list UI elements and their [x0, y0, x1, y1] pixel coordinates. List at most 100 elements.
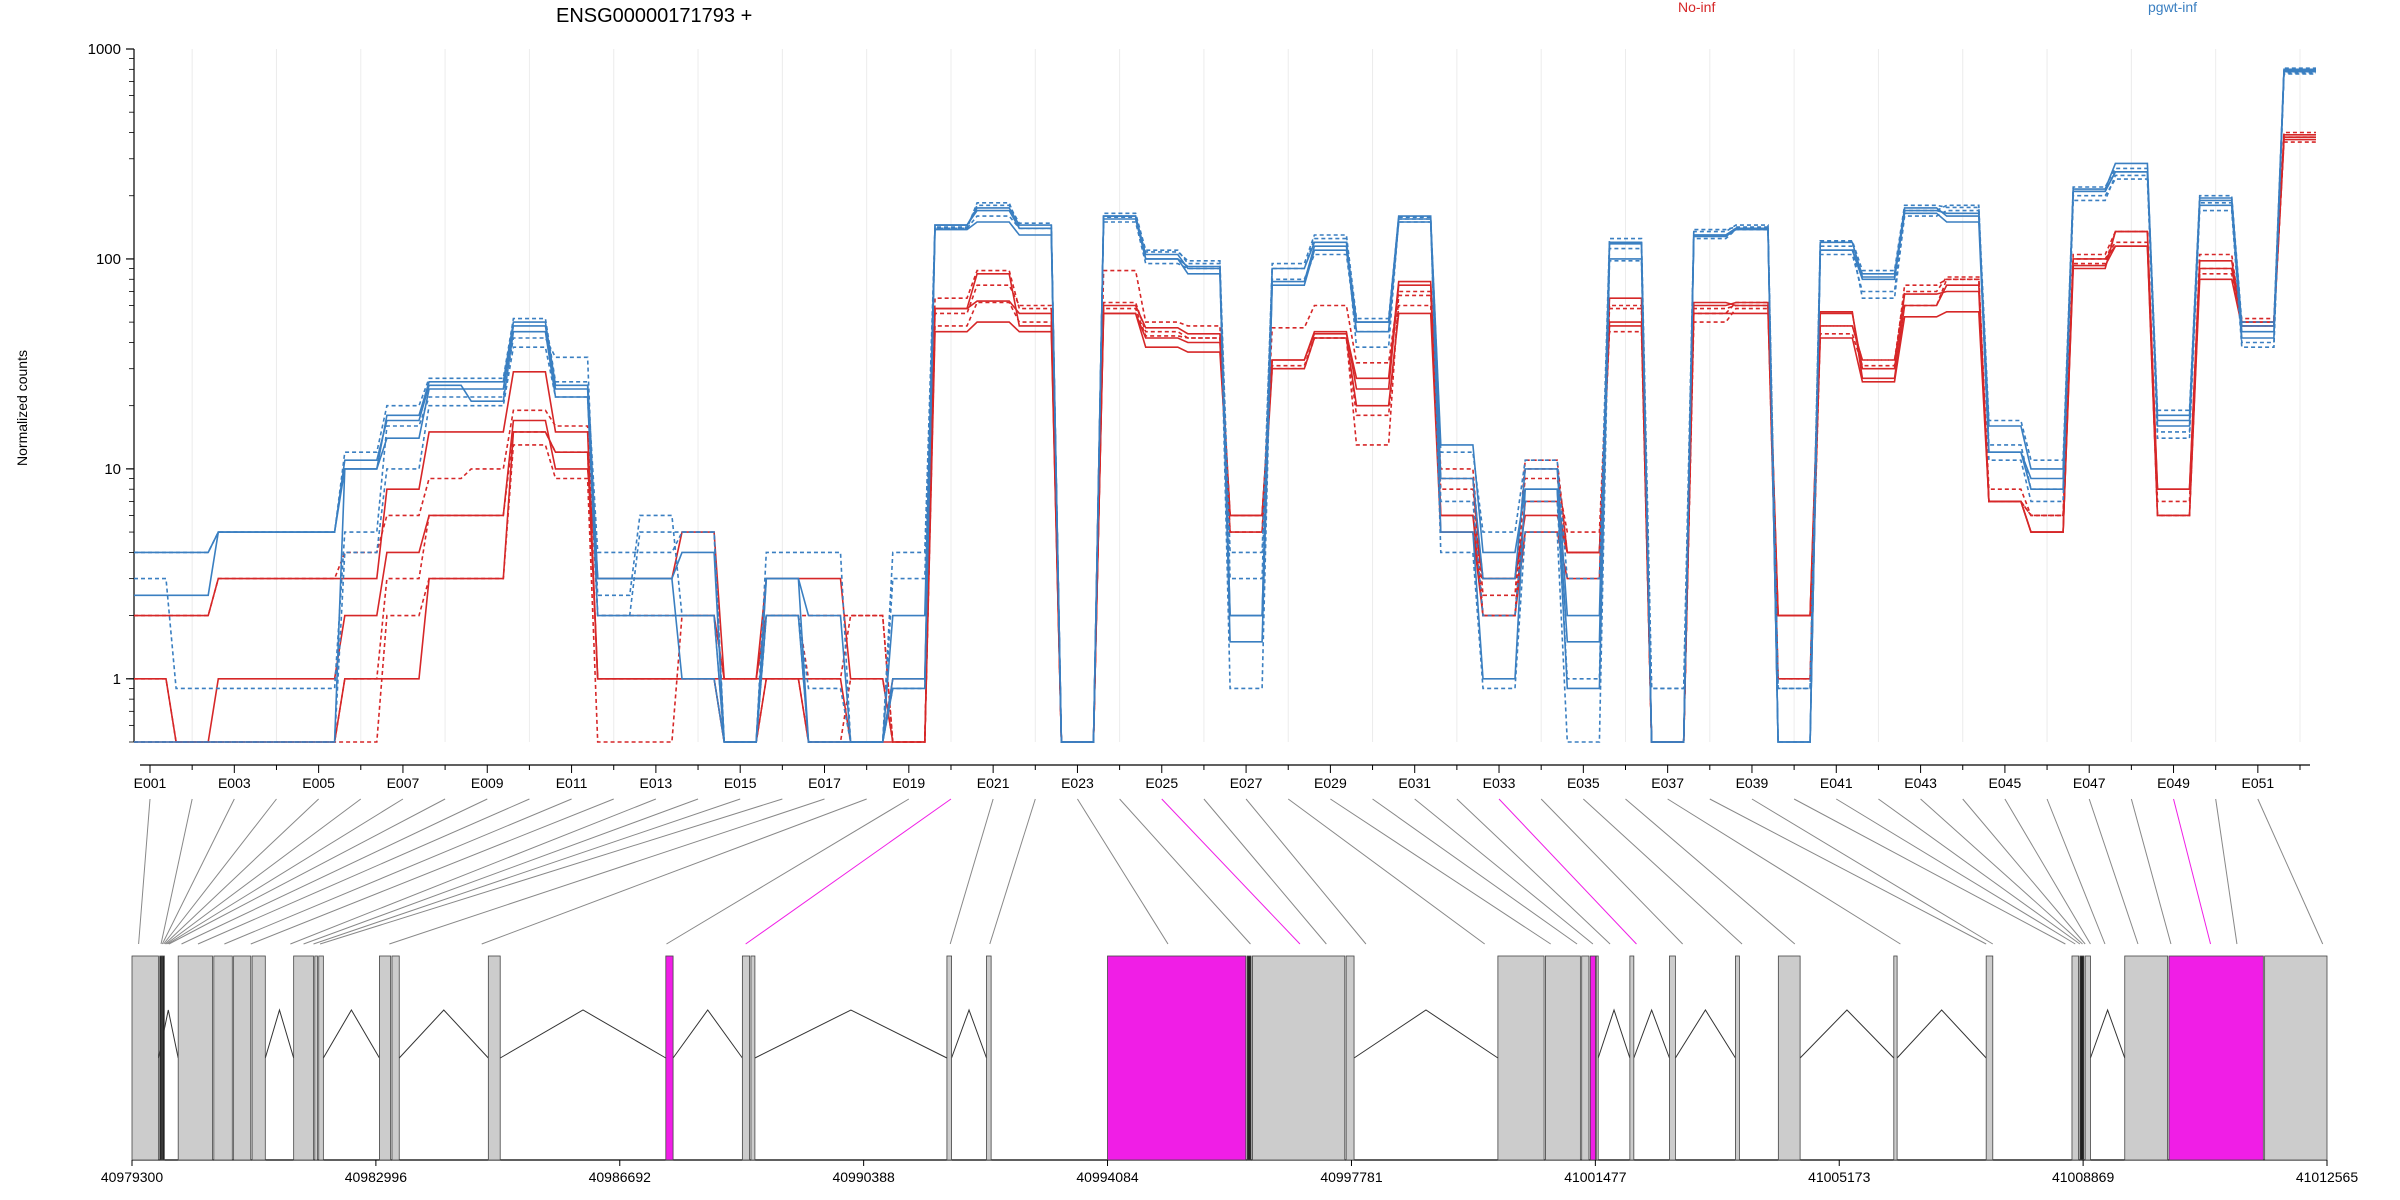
exon-connector: [197, 798, 530, 945]
exon-block: [665, 955, 674, 1161]
exon-connector: [1119, 798, 1251, 945]
series-lines: [134, 67, 2316, 743]
exon-block: [161, 955, 165, 1161]
exon-tick-label: E037: [1651, 775, 1684, 791]
exon-block: [1735, 955, 1740, 1161]
exon-block: [1589, 955, 1596, 1161]
exon-tick-label: E031: [1398, 775, 1431, 791]
exon-connector: [1878, 798, 2081, 945]
exon-connector: [1962, 798, 2086, 945]
exon-tick-label: E045: [1989, 775, 2022, 791]
exon-tick-label: E017: [808, 775, 841, 791]
exon-connector: [161, 798, 235, 945]
intron-line: [1353, 1009, 1499, 1059]
exon-block: [487, 955, 501, 1161]
exon-connector: [1498, 798, 1637, 945]
exon-block: [2168, 955, 2264, 1161]
intron-line: [499, 1009, 667, 1059]
exon-connector: [160, 798, 193, 945]
exon-block: [750, 955, 756, 1161]
y-tick-label: 100: [96, 251, 121, 268]
exon-connector: [1414, 798, 1594, 945]
exon-connector: [2004, 798, 2091, 945]
exon-block: [177, 955, 213, 1161]
exon-block: [986, 955, 992, 1161]
exon-connector: [224, 798, 572, 945]
exon-tick-label: E007: [387, 775, 420, 791]
exon-connector: [1372, 798, 1578, 945]
exon-connector: [167, 798, 404, 945]
exon-tick-label: E005: [302, 775, 335, 791]
exon-tick-label: E027: [1230, 775, 1263, 791]
exon-block: [1252, 955, 1346, 1161]
series-line-11: [134, 67, 2316, 743]
genomic-tick-label: 40997781: [1320, 1169, 1383, 1185]
exon-tick-label: E041: [1820, 775, 1853, 791]
exon-connector: [1540, 798, 1684, 945]
exon-connector: [1203, 798, 1327, 945]
exon-connector: [1667, 798, 1901, 945]
exon-block: [1497, 955, 1545, 1161]
exon-connector: [2046, 798, 2106, 945]
exon-block: [233, 955, 252, 1161]
exon-block: [946, 955, 952, 1161]
exon-tick-label: E043: [1904, 775, 1937, 791]
exon-tick-label: E023: [1061, 775, 1094, 791]
genomic-axis: 40979300 40982996 40986692 40990388 40994084…: [101, 1160, 2359, 1185]
exon-connector: [2088, 798, 2139, 945]
exon-block: [391, 955, 400, 1161]
genomic-tick-label: 40986692: [589, 1169, 652, 1185]
exon-connector: [1287, 798, 1485, 945]
y-tick-label: 1: [113, 671, 121, 688]
exon-tick-label: E021: [977, 775, 1010, 791]
exon-block: [293, 955, 314, 1161]
exon-axis: E001 E003 E005 E007 E009 E011 E013 E015 E017 E019…: [134, 764, 2310, 791]
exon-connector: [1077, 798, 1169, 945]
exon-connector: [1161, 798, 1301, 945]
intron-line: [2089, 1008, 2126, 1059]
exon-block: [1669, 955, 1676, 1161]
exon-tick-label: E049: [2157, 775, 2190, 791]
exon-block: [1629, 955, 1635, 1161]
y-axis: 1 10 100 1000: [88, 41, 135, 743]
genomic-tick-label: 41012565: [2296, 1169, 2359, 1185]
intron-line: [1633, 1008, 1670, 1059]
intron-line: [951, 1008, 987, 1059]
exon-connector: [181, 798, 488, 945]
exon-connector: [1920, 798, 2083, 945]
y-axis-label: Normalized counts: [14, 350, 30, 466]
exon-connector: [481, 798, 867, 945]
intron-line: [1597, 1008, 1631, 1059]
exon-tick-label: E015: [724, 775, 757, 791]
exon-connector: [163, 798, 277, 945]
exon-connector: [1456, 798, 1611, 945]
intron-line: [264, 1008, 295, 1059]
legend-no-inf: No-inf: [1678, 0, 1715, 15]
exon-connector: [389, 798, 825, 945]
exon-connector: [666, 798, 910, 945]
genomic-tick-label: 40982996: [345, 1169, 408, 1185]
exon-block: [2264, 955, 2328, 1161]
exon-connector: [1625, 798, 1796, 945]
intron-line: [1799, 1009, 1895, 1059]
exon-block: [131, 955, 159, 1161]
exon-connector: [1751, 798, 1994, 945]
exon-connector: [2257, 798, 2324, 945]
y-tick-label: 1000: [88, 41, 121, 58]
intron-line: [1674, 1009, 1736, 1059]
exon-tick-label: E039: [1736, 775, 1769, 791]
exon-block: [2084, 955, 2091, 1161]
exon-block: [1345, 955, 1355, 1161]
exon-block: [2124, 955, 2169, 1161]
exon-connector: [1709, 798, 1987, 945]
exon-tick-label: E019: [892, 775, 925, 791]
exon-connector: [949, 798, 994, 945]
exon-block: [1581, 955, 1590, 1161]
intron-line: [322, 1009, 380, 1059]
exon-connector: [319, 798, 783, 945]
exon-connector: [2173, 798, 2212, 945]
exon-tick-label: E001: [134, 775, 167, 791]
exon-block: [1107, 955, 1247, 1161]
genomic-tick-label: 40990388: [832, 1169, 895, 1185]
exon-block: [159, 955, 163, 1161]
